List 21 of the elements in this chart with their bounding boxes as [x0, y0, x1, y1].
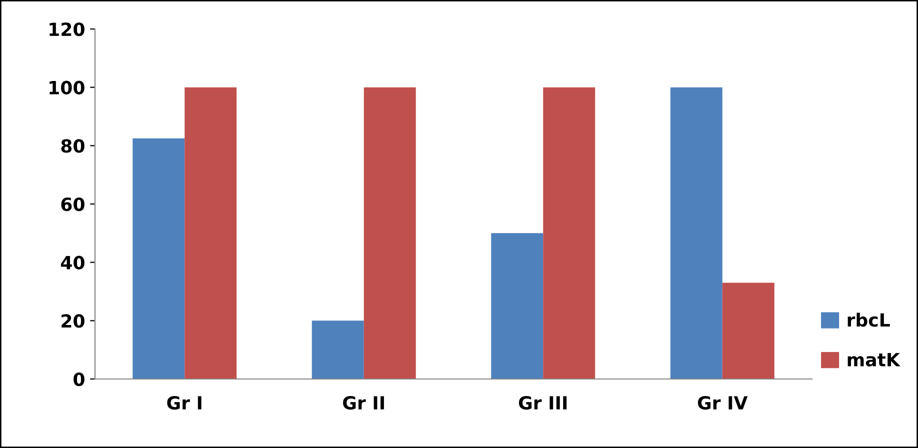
bar [184, 87, 237, 379]
x-tick-label: Gr IV [698, 396, 748, 410]
y-tick-label: 80 [61, 139, 84, 153]
y-tick-label: 60 [61, 197, 84, 212]
bar [491, 233, 544, 379]
x-tick-label: Gr I [167, 396, 202, 410]
bar [722, 282, 774, 379]
x-tick-label: Gr II [343, 396, 384, 410]
x-tick-label: Gr III [518, 396, 567, 410]
y-tick-label: 100 [50, 80, 84, 94]
bar [543, 87, 596, 379]
y-tick-label: 0 [74, 372, 84, 386]
y-tick-label: 120 [50, 22, 84, 36]
y-tick-label: 20 [62, 314, 84, 328]
legend-label: matK [848, 353, 900, 366]
bar [312, 320, 364, 379]
bar [670, 87, 722, 379]
bar [132, 138, 185, 379]
legend-label: rbcL [848, 312, 890, 327]
bar [364, 87, 416, 379]
y-tick-label: 40 [60, 256, 84, 270]
